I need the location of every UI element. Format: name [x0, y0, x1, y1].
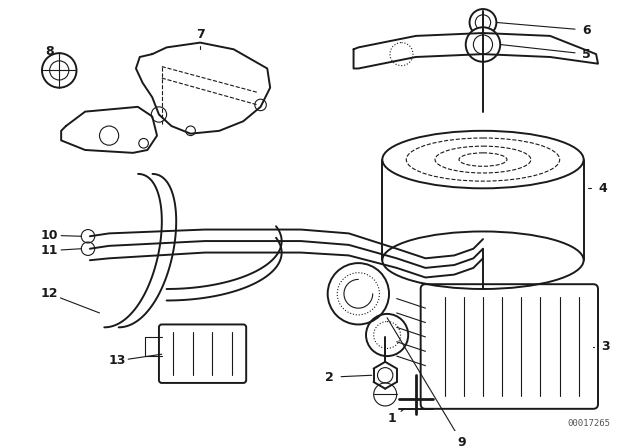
Text: 12: 12 — [41, 287, 58, 300]
Text: 1: 1 — [388, 412, 396, 425]
Text: 6: 6 — [582, 24, 591, 37]
Text: 13: 13 — [108, 354, 125, 367]
Text: 5: 5 — [582, 47, 591, 60]
Text: 4: 4 — [598, 182, 607, 195]
Text: 00017265: 00017265 — [567, 419, 610, 428]
Text: 9: 9 — [458, 436, 466, 448]
Text: 10: 10 — [41, 229, 58, 242]
Text: 2: 2 — [325, 370, 334, 383]
Text: 8: 8 — [45, 45, 54, 58]
Text: 3: 3 — [602, 340, 610, 353]
Text: 7: 7 — [196, 28, 205, 42]
Circle shape — [466, 27, 500, 62]
Circle shape — [470, 9, 497, 36]
Text: 11: 11 — [41, 244, 58, 257]
